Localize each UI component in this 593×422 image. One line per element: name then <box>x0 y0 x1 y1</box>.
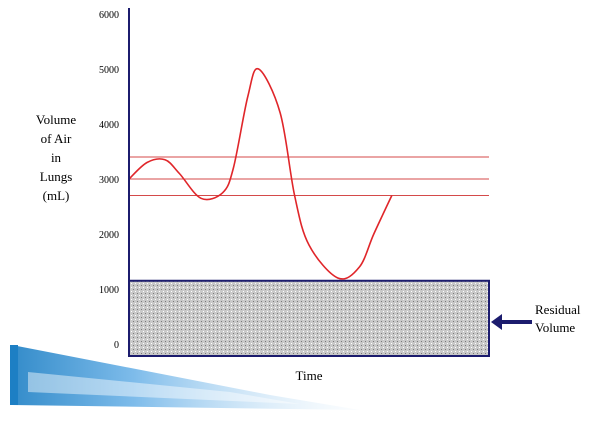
residual-volume-label: Residual Volume <box>535 302 581 335</box>
y-tick-label-4: 4000 <box>99 120 119 131</box>
residual-label-line-0: Residual <box>535 302 581 317</box>
y-axis-label-line-3: Lungs <box>40 169 73 184</box>
y-tick-labels: 0 1000 2000 3000 4000 5000 6000 <box>99 10 119 351</box>
y-tick-label-5: 5000 <box>99 65 119 76</box>
y-tick-label-0: 0 <box>114 340 119 351</box>
residual-label-line-1: Volume <box>535 320 575 335</box>
lung-volume-curve <box>128 67 393 280</box>
y-axis-label-line-2: in <box>51 150 62 165</box>
y-tick-label-2: 2000 <box>99 230 119 241</box>
residual-arrow-head <box>491 314 502 330</box>
y-axis-label-line-0: Volume <box>36 112 76 127</box>
decorative-swoosh <box>10 345 360 410</box>
y-axis-label-line-1: of Air <box>41 131 72 146</box>
y-tick-label-3: 3000 <box>99 175 119 186</box>
y-axis-label: Volume of Air in Lungs (mL) <box>36 112 76 203</box>
swoosh-accent-2 <box>28 372 300 404</box>
residual-volume-region <box>128 279 490 357</box>
y-tick-label-1: 1000 <box>99 285 119 296</box>
x-axis-label: Time <box>296 368 323 383</box>
residual-volume-annotation: Residual Volume <box>491 302 581 335</box>
reference-lines <box>129 156 489 196</box>
y-tick-label-6: 6000 <box>99 10 119 21</box>
swoosh-left-bar <box>10 345 18 405</box>
swoosh-accent-1 <box>12 345 360 410</box>
y-axis-label-line-4: (mL) <box>43 188 70 203</box>
